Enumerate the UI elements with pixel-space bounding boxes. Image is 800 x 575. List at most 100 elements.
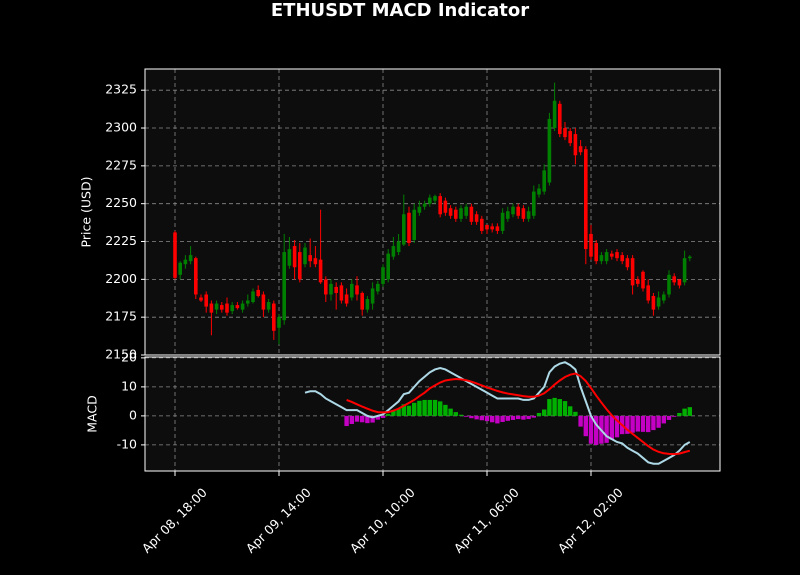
candle-body: [630, 258, 635, 286]
candle-body: [329, 283, 333, 295]
histogram-bar: [547, 399, 552, 416]
chart-title: ETHUSDT MACD Indicator: [271, 0, 529, 21]
histogram-bar: [521, 415, 526, 420]
histogram-bar: [484, 415, 490, 422]
candle-body: [287, 249, 292, 266]
candle-body: [417, 206, 422, 213]
candle-body: [339, 285, 344, 301]
candle-body: [558, 103, 562, 135]
candle-body: [506, 211, 510, 219]
candle-body: [438, 196, 442, 215]
candle-body: [662, 294, 666, 301]
macd-panel: [145, 357, 720, 471]
candle-body: [178, 262, 182, 275]
candle-body: [500, 212, 505, 231]
histogram-bar: [505, 415, 510, 421]
candle-body: [251, 291, 255, 303]
candle-body: [313, 258, 318, 265]
candle-body: [521, 208, 526, 219]
histogram-bar: [630, 415, 635, 433]
candle-body: [324, 279, 328, 295]
y-tick-label: 2325: [105, 82, 137, 97]
histogram-bar: [417, 400, 422, 416]
candle-body: [365, 299, 370, 310]
candle-body: [589, 233, 593, 257]
histogram-bar: [687, 407, 692, 416]
histogram-bar: [365, 415, 370, 424]
histogram-bar: [386, 413, 391, 416]
histogram-bar: [625, 415, 630, 434]
histogram-bar: [646, 415, 651, 433]
candle-body: [584, 149, 588, 250]
histogram-bar: [380, 415, 386, 418]
y-tick-label: -10: [117, 436, 137, 451]
histogram-bar: [344, 415, 349, 427]
histogram-bar: [516, 415, 521, 420]
histogram-bar: [401, 404, 406, 416]
candle-body: [412, 209, 416, 240]
candle-body: [386, 253, 390, 280]
candle-body: [636, 279, 640, 284]
candle-body: [344, 294, 349, 304]
candle-body: [194, 258, 198, 295]
candle-body: [303, 247, 307, 265]
candle-body: [464, 206, 468, 216]
candle-body: [334, 286, 338, 293]
candle-body: [370, 288, 375, 304]
histogram-bar: [635, 415, 640, 432]
candle-body: [495, 226, 500, 231]
candle-body: [230, 305, 234, 312]
axes-frame: [144, 356, 721, 472]
candle-body: [183, 259, 188, 265]
y-tick-label: 2150: [105, 347, 137, 362]
y-axis-label: MACD: [85, 395, 100, 432]
histogram-bar: [568, 406, 573, 416]
histogram-bar: [666, 415, 672, 420]
histogram-bar: [651, 415, 656, 431]
histogram-bar: [443, 404, 448, 416]
y-tick-label: 2175: [105, 309, 137, 324]
histogram-bar: [672, 415, 677, 417]
histogram-bar: [604, 415, 609, 443]
histogram-bar: [412, 402, 417, 416]
candle-body: [261, 294, 266, 310]
candle-body: [578, 146, 583, 153]
histogram-bar: [536, 412, 542, 416]
candle-body: [672, 276, 676, 283]
histogram-bar: [594, 415, 599, 445]
y-tick-label: 0: [129, 407, 137, 422]
candle-body: [204, 294, 208, 307]
candle-body: [604, 252, 609, 262]
candle-body: [651, 295, 656, 310]
candle-body: [568, 131, 572, 144]
candle-body: [246, 300, 250, 304]
histogram-bar: [640, 415, 646, 432]
candle-body: [474, 214, 479, 222]
candle-body: [443, 200, 448, 213]
histogram-bar: [677, 412, 682, 416]
candle-body: [532, 191, 536, 216]
histogram-bar: [438, 401, 443, 416]
candle-body: [422, 203, 427, 207]
candle-body: [682, 258, 687, 283]
candle-body: [615, 252, 619, 259]
candle-body: [448, 208, 453, 216]
candle-body: [266, 302, 271, 310]
histogram-bar: [682, 408, 687, 416]
candle-body: [469, 206, 474, 222]
y-tick-label: 2300: [105, 120, 137, 135]
candle-body: [688, 256, 692, 259]
histogram-bar: [406, 405, 412, 416]
y-tick-label: 2200: [105, 271, 137, 286]
candle-body: [292, 246, 297, 268]
candle-body: [220, 305, 224, 310]
y-tick-label: 2275: [105, 157, 137, 172]
candle-body: [391, 246, 396, 257]
candle-body: [646, 285, 650, 301]
candle-body: [272, 303, 276, 331]
histogram-bar: [661, 415, 666, 424]
candle-body: [516, 206, 520, 216]
candle-body: [355, 285, 359, 295]
histogram-bar: [490, 415, 495, 423]
